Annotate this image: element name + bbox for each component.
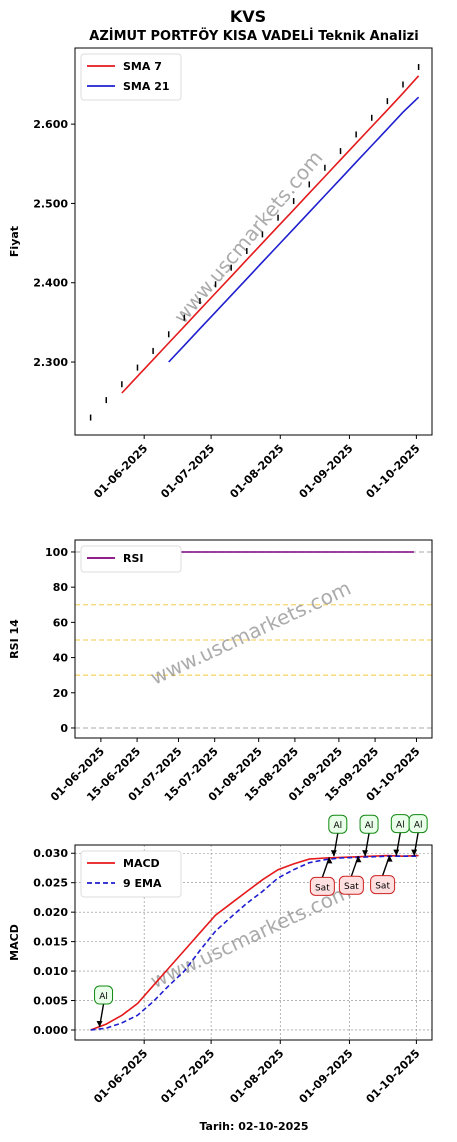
signal-annotation: Sat <box>338 855 364 895</box>
series-line <box>168 96 420 363</box>
signal-box <box>370 875 396 895</box>
legend-label: MACD <box>123 857 160 870</box>
y-tick-label: 20 <box>53 687 69 700</box>
y-tick-label: 0.005 <box>33 995 68 1008</box>
y-tick-label: 0 <box>60 722 68 735</box>
signal-label: Al <box>396 821 405 831</box>
chart-title: KVS <box>230 7 266 26</box>
x-tick-label: 01-10-2025 <box>364 1047 423 1106</box>
x-tick-label: 01-09-2025 <box>297 1047 356 1106</box>
x-tick-label: 01-06-2025 <box>91 1047 150 1106</box>
signal-arrowhead <box>326 857 333 864</box>
y-tick-label: 0.000 <box>33 1024 68 1037</box>
signal-annotation: Sat <box>309 857 335 896</box>
watermark: www.uscmarkets.com <box>147 576 355 690</box>
plot-frame <box>74 47 433 436</box>
y-tick-label: 2.400 <box>33 277 68 290</box>
signal-label: Al <box>414 821 423 831</box>
y-tick-label: 60 <box>53 616 69 629</box>
signal-label: Al <box>365 821 374 831</box>
y-tick-label: 100 <box>45 546 68 559</box>
x-tick-label: 01-06-2025 <box>91 442 150 501</box>
signal-box <box>359 814 379 834</box>
plot-frame <box>74 539 433 739</box>
legend-label: 9 EMA <box>123 877 162 890</box>
legend: RSI <box>80 545 182 573</box>
signal-box <box>94 985 114 1005</box>
legend: SMA 7 SMA 21 <box>80 53 182 101</box>
x-tick-label: 01-08-2025 <box>227 1047 286 1106</box>
signal-label: Al <box>333 821 342 831</box>
signal-label: Al <box>99 992 108 1002</box>
watermark: www.uscmarkets.com <box>169 146 328 329</box>
legend-label: SMA 7 <box>123 60 162 73</box>
y-axis-label: Fiyat <box>8 226 21 257</box>
signal-arrowhead <box>355 856 362 863</box>
signal-box <box>328 814 348 834</box>
signal-annotation: Al <box>359 814 379 857</box>
signal-arrowhead <box>411 849 418 856</box>
signal-annotation: Al <box>408 814 428 856</box>
series-line <box>121 75 420 394</box>
legend-box <box>80 545 182 573</box>
series-line <box>90 855 419 1031</box>
legend-label: RSI <box>123 552 144 565</box>
signal-annotation: Al <box>328 814 348 857</box>
y-tick-label: 0.030 <box>33 847 68 860</box>
signal-arrowhead <box>393 849 400 856</box>
signal-label: Sat <box>344 882 359 892</box>
signal-annotation: Al <box>94 985 114 1028</box>
y-tick-label: 2.600 <box>33 118 68 131</box>
legend: MACD 9 EMA <box>80 850 182 898</box>
y-tick-label: 2.300 <box>33 356 68 369</box>
y-tick-label: 0.010 <box>33 965 68 978</box>
plot-frame <box>74 844 433 1041</box>
y-axis-label: RSI 14 <box>8 619 21 659</box>
x-tick-label: 01-09-2025 <box>297 442 356 501</box>
x-tick-label: 01-07-2025 <box>158 442 217 501</box>
y-tick-label: 0.020 <box>33 906 68 919</box>
x-tick-label: 01-07-2025 <box>158 1047 217 1106</box>
x-tick-label: 01-08-2025 <box>227 442 286 501</box>
y-tick-label: 0.025 <box>33 877 68 890</box>
y-tick-label: 40 <box>53 652 69 665</box>
chart-subtitle: AZİMUT PORTFÖY KISA VADELİ Teknik Analiz… <box>89 28 418 44</box>
signal-annotation: Sat <box>370 855 396 895</box>
x-axis-label: Tarih: 02-10-2025 <box>199 1120 308 1133</box>
signal-arrowhead <box>362 850 369 857</box>
signal-box <box>408 814 428 834</box>
signal-box <box>338 875 364 895</box>
x-tick-label: 01-10-2025 <box>364 442 423 501</box>
signal-arrowhead <box>96 1021 103 1028</box>
signal-annotation: Al <box>390 814 410 856</box>
signal-arrowhead <box>386 855 393 862</box>
y-tick-label: 80 <box>53 581 69 594</box>
legend-label: SMA 21 <box>123 80 170 93</box>
signal-box <box>309 876 335 896</box>
signal-arrowhead <box>330 850 337 857</box>
signal-label: Sat <box>375 882 390 892</box>
signal-label: Sat <box>315 883 330 893</box>
y-tick-label: 0.015 <box>33 936 68 949</box>
y-tick-label: 2.500 <box>33 197 68 210</box>
y-axis-label: MACD <box>8 924 21 961</box>
